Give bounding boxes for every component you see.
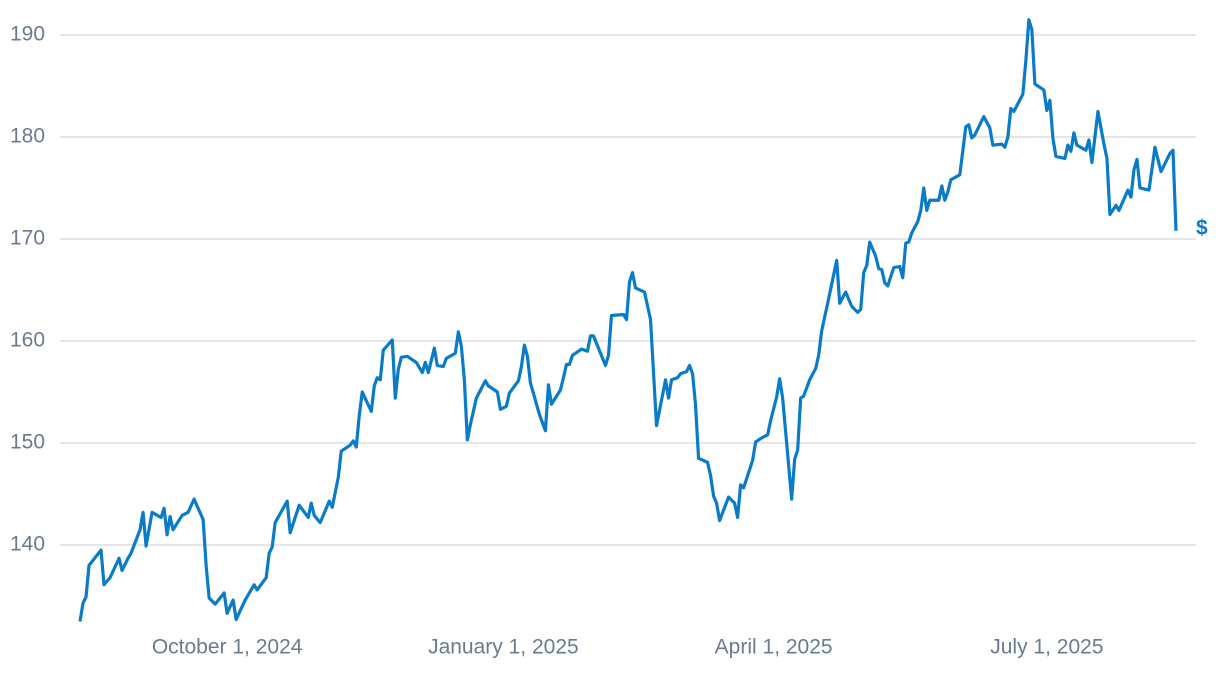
y-tick-label: 170 [10,227,45,250]
x-tick-label: January 1, 2025 [428,636,579,659]
end-label: $ [1196,216,1208,239]
x-tick-label: October 1, 2024 [152,636,303,659]
y-tick-label: 160 [10,329,45,352]
x-tick-label: July 1, 2025 [990,636,1103,659]
y-tick-label: 190 [10,23,45,46]
y-tick-label: 150 [10,431,45,454]
y-tick-label: 180 [10,125,45,148]
x-tick-label: April 1, 2025 [715,636,833,659]
y-tick-label: 140 [10,533,45,556]
price-line [78,18,1178,622]
